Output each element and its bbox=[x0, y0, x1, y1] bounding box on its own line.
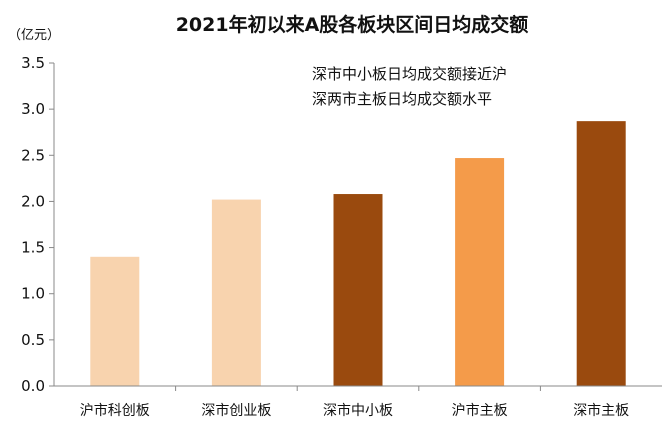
y-tick-label: 0.5 bbox=[21, 331, 45, 349]
y-tick-label: 0.0 bbox=[21, 377, 45, 395]
x-tick-label: 深市中小板 bbox=[323, 402, 393, 419]
bar-5 bbox=[576, 121, 626, 386]
x-axis: 沪市科创板 深市创业板 深市中小板 沪市主板 深市主板 bbox=[80, 386, 629, 419]
bar-3 bbox=[333, 194, 383, 386]
annotation-line-2: 深两市主板日均成交额水平 bbox=[312, 90, 492, 108]
y-tick-label: 2.0 bbox=[21, 192, 45, 210]
y-axis: 0.0 0.5 1.0 1.5 2.0 2.5 3.0 3.5 bbox=[21, 54, 54, 395]
y-tick-label: 3.0 bbox=[21, 100, 45, 118]
x-tick-label: 深市创业板 bbox=[201, 402, 271, 419]
x-tick-label: 深市主板 bbox=[573, 402, 629, 419]
y-tick-label: 2.5 bbox=[21, 146, 45, 164]
bar-4 bbox=[455, 158, 505, 386]
y-axis-unit-label: （亿元） bbox=[8, 28, 60, 43]
y-tick-label: 1.5 bbox=[21, 239, 45, 257]
y-tick-label: 3.5 bbox=[21, 54, 45, 72]
x-tick-label: 沪市科创板 bbox=[80, 402, 150, 419]
x-tick-label: 沪市主板 bbox=[452, 402, 508, 419]
chart-title: 2021年初以来A股各板块区间日均成交额 bbox=[176, 13, 529, 36]
bar-1 bbox=[90, 256, 140, 386]
y-tick-label: 1.0 bbox=[21, 285, 45, 303]
annotation-line-1: 深市中小板日均成交额接近沪 bbox=[312, 65, 507, 83]
bar-2 bbox=[211, 199, 261, 386]
bars-group bbox=[90, 121, 626, 386]
